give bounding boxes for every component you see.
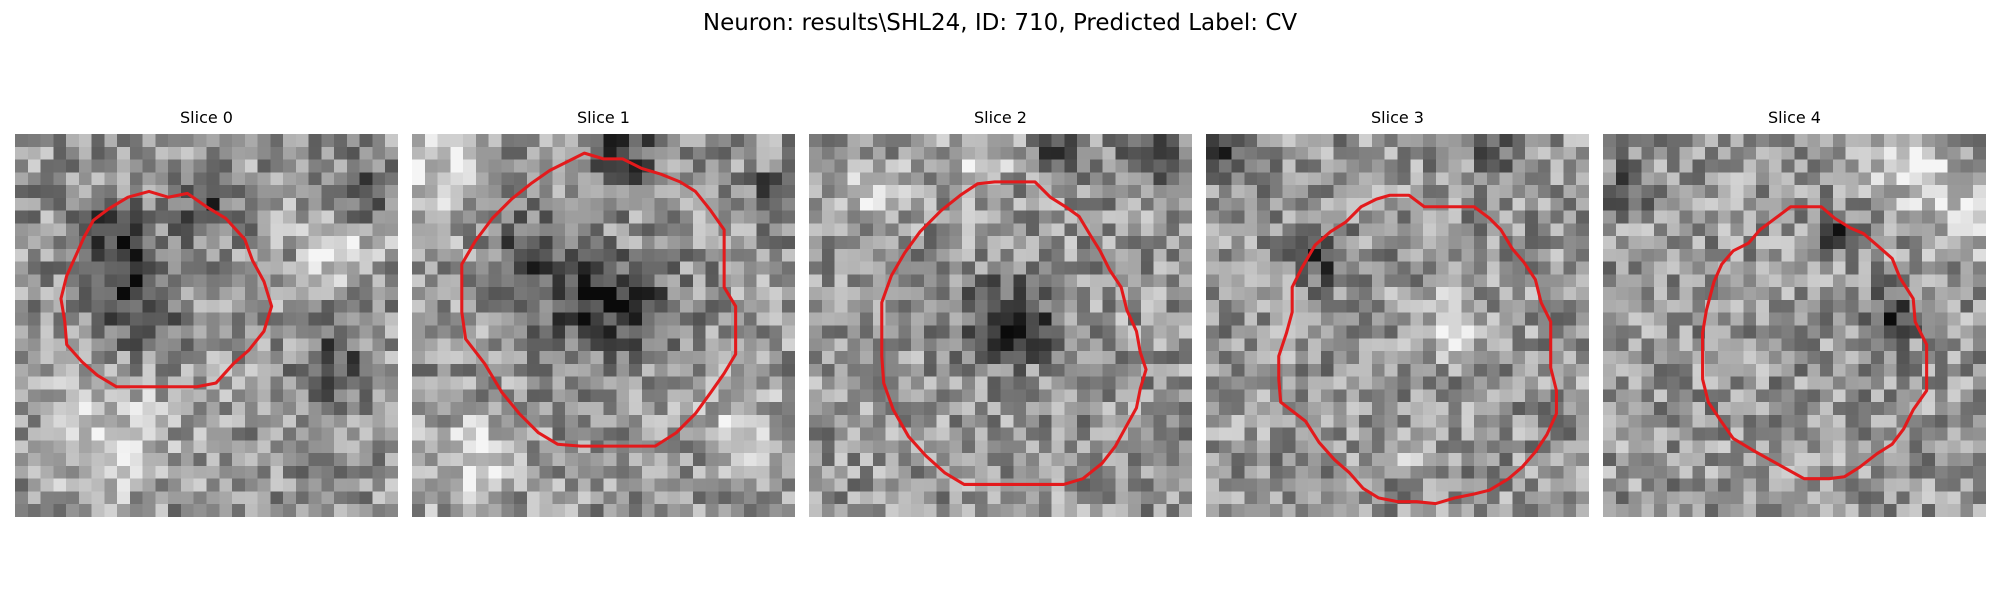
cell-outline — [460, 151, 738, 448]
panel-slice-0: Slice 0 — [15, 108, 398, 517]
panel-slice-1: Slice 1 — [412, 108, 795, 517]
panel-title: Slice 4 — [1768, 108, 1821, 127]
panel-title: Slice 3 — [1371, 108, 1424, 127]
pixel-grid — [15, 134, 398, 517]
pixel-grid — [412, 134, 795, 517]
slice-image — [15, 134, 398, 517]
panel-slice-3: Slice 3 — [1206, 108, 1589, 517]
cell-outline — [59, 189, 274, 389]
pixel-grid — [1206, 134, 1589, 517]
slice-image — [1206, 134, 1589, 517]
panel-slice-2: Slice 2 — [809, 108, 1192, 517]
slice-image — [1603, 134, 1986, 517]
cell-outline — [880, 180, 1148, 486]
cell-outline — [1701, 205, 1929, 481]
figure-title: Neuron: results\SHL24, ID: 710, Predicte… — [702, 10, 1298, 36]
panel-title: Slice 0 — [180, 108, 233, 127]
panel-slice-4: Slice 4 — [1603, 108, 1986, 517]
pixel-grid — [1603, 134, 1986, 517]
cell-outline — [1277, 193, 1558, 506]
slice-image — [412, 134, 795, 517]
panel-title: Slice 2 — [974, 108, 1027, 127]
slice-image — [809, 134, 1192, 517]
panel-title: Slice 1 — [577, 108, 630, 127]
